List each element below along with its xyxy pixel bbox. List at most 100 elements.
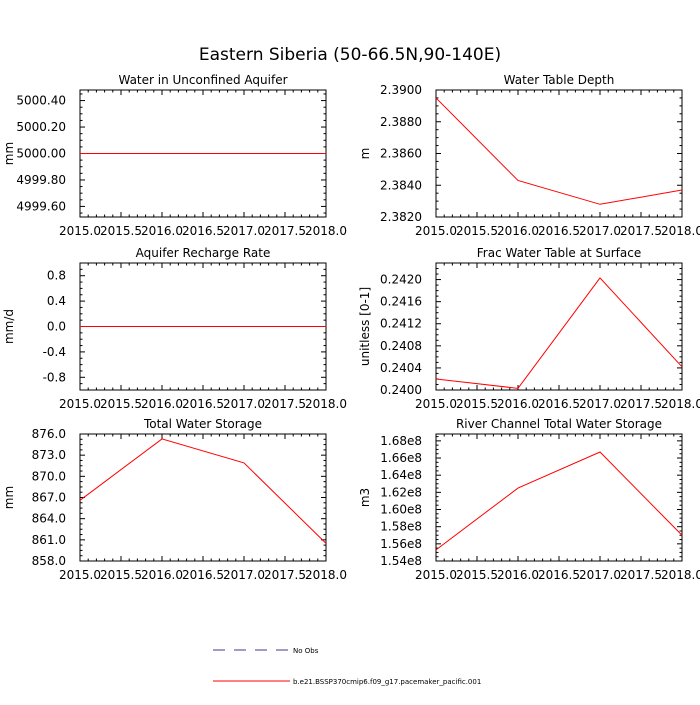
y-tick-label: 0.8	[47, 269, 66, 283]
y-tick-label: 867.0	[32, 491, 66, 505]
x-tick-label: 2015.5	[100, 568, 142, 582]
y-tick-label: -0.8	[43, 370, 66, 384]
y-tick-label: 0.0	[47, 320, 66, 334]
y-axis-label: m3	[358, 488, 372, 507]
panel-2: Water Table Depth m 2015.0 2015.5 2016.0 2016…	[358, 73, 700, 238]
x-tick-label: 2017.5	[620, 568, 662, 582]
y-tick-label: 2.3840	[380, 178, 422, 192]
y-tick-label: 858.0	[32, 554, 66, 568]
y-axis-label: mm	[2, 486, 16, 509]
y-axis-label: mm	[2, 142, 16, 165]
series-line	[435, 277, 683, 389]
y-tick-label: 4999.80	[16, 173, 66, 187]
y-tick-label: 0.4	[47, 294, 66, 308]
x-tick-label: 2015.0	[59, 568, 101, 582]
x-tick-label: 2017.5	[264, 224, 306, 238]
x-tick-label: 2016.5	[538, 397, 580, 411]
x-tick-label: 2018.0	[661, 568, 700, 582]
legend-obs-label: No Obs	[293, 647, 319, 655]
x-tick-label: 2016.0	[497, 397, 539, 411]
y-tick-label: 1.62e8	[380, 485, 422, 499]
x-tick-label: 2015.5	[100, 397, 142, 411]
panel-title: Water in Unconfined Aquifer	[118, 73, 287, 87]
panel-title: Water Table Depth	[504, 73, 615, 87]
y-tick-label: 1.64e8	[380, 468, 422, 482]
x-tick-label: 2017.0	[579, 568, 621, 582]
x-tick-label: 2015.0	[59, 397, 101, 411]
y-tick-label: 0.2404	[380, 361, 422, 375]
x-tick-label: 2015.0	[59, 224, 101, 238]
x-tick-label: 2018.0	[305, 397, 347, 411]
panel-title: Frac Water Table at Surface	[477, 246, 641, 260]
x-tick-label: 2016.0	[141, 397, 183, 411]
series-line	[435, 97, 683, 205]
y-tick-label: 0.2420	[380, 273, 422, 287]
x-tick-label: 2016.5	[538, 568, 580, 582]
x-tick-label: 2015.5	[456, 568, 498, 582]
y-tick-label: 873.0	[32, 448, 66, 462]
panel-6: River Channel Total Water Storage m3 2015.…	[358, 417, 700, 582]
y-tick-label: 5000.20	[16, 120, 66, 134]
y-tick-label: 2.3860	[380, 147, 422, 161]
x-tick-label: 2016.5	[182, 224, 224, 238]
x-tick-label: 2018.0	[305, 568, 347, 582]
x-tick-label: 2015.0	[415, 397, 457, 411]
x-tick-label: 2017.0	[223, 397, 265, 411]
y-tick-label: 0.2408	[380, 339, 422, 353]
y-tick-label: 870.0	[32, 469, 66, 483]
legend-model-label: b.e21.BSSP370cmip6.f09_g17.pacemaker_pac…	[293, 678, 481, 686]
panel-title: Total Water Storage	[143, 417, 262, 431]
y-tick-label: 2.3820	[380, 210, 422, 224]
page-title: Eastern Siberia (50-66.5N,90-140E)	[199, 45, 501, 65]
x-tick-label: 2018.0	[661, 397, 700, 411]
x-tick-label: 2015.0	[415, 568, 457, 582]
panel-title: Aquifer Recharge Rate	[136, 246, 271, 260]
panel-1: Water in Unconfined Aquifer mm 2015.0 2015.…	[2, 73, 347, 238]
y-tick-label: 0.2400	[380, 383, 422, 397]
x-tick-label: 2017.5	[620, 224, 662, 238]
x-tick-label: 2015.5	[456, 224, 498, 238]
x-tick-label: 2017.0	[579, 397, 621, 411]
x-tick-label: 2016.5	[182, 397, 224, 411]
series-line	[435, 451, 683, 551]
x-tick-label: 2016.5	[538, 224, 580, 238]
x-tick-label: 2016.0	[497, 224, 539, 238]
y-tick-label: 876.0	[32, 427, 66, 441]
x-tick-label: 2016.0	[141, 568, 183, 582]
y-tick-label: 1.60e8	[380, 503, 422, 517]
y-tick-label: 1.66e8	[380, 451, 422, 465]
y-axis-label: m	[358, 148, 372, 160]
y-tick-label: 861.0	[32, 533, 66, 547]
x-tick-label: 2017.5	[264, 397, 306, 411]
y-axis-label: mm/d	[2, 309, 16, 344]
y-tick-label: 1.58e8	[380, 520, 422, 534]
x-tick-label: 2018.0	[305, 224, 347, 238]
x-tick-label: 2017.0	[579, 224, 621, 238]
x-tick-label: 2016.5	[182, 568, 224, 582]
x-tick-label: 2015.5	[456, 397, 498, 411]
y-tick-label: 5000.40	[16, 94, 66, 108]
y-tick-label: 4999.60	[16, 199, 66, 213]
x-tick-label: 2017.0	[223, 224, 265, 238]
x-tick-label: 2016.0	[497, 568, 539, 582]
y-tick-label: 1.56e8	[380, 537, 422, 551]
y-axis-label: unitless [0-1]	[358, 287, 372, 366]
y-tick-label: 0.2412	[380, 317, 422, 331]
legend: No Obs b.e21.BSSP370cmip6.f09_g17.pacema…	[213, 647, 481, 686]
y-tick-label: 0.2416	[380, 295, 422, 309]
y-tick-label: 5000.00	[16, 147, 66, 161]
series-line	[79, 438, 327, 544]
x-tick-label: 2018.0	[661, 224, 700, 238]
panel-4: Frac Water Table at Surface unitless [0-1…	[358, 246, 700, 411]
y-tick-label: 1.68e8	[380, 434, 422, 448]
x-tick-label: 2017.5	[620, 397, 662, 411]
x-tick-label: 2015.0	[415, 224, 457, 238]
y-tick-label: 2.3900	[380, 83, 422, 97]
y-tick-label: 2.3880	[380, 115, 422, 129]
x-tick-label: 2017.5	[264, 568, 306, 582]
x-tick-label: 2017.0	[223, 568, 265, 582]
y-tick-label: 1.54e8	[380, 554, 422, 568]
